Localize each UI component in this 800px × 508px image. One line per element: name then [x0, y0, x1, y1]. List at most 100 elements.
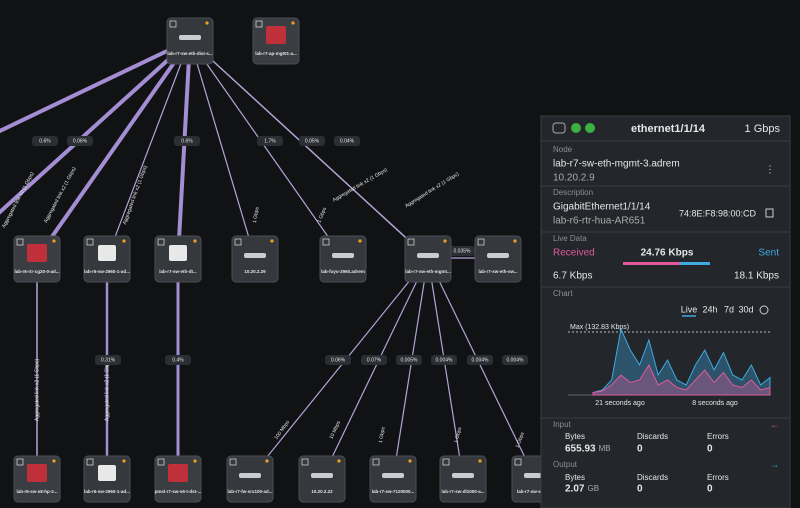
interface-name: ethernet1/1/14 [631, 123, 706, 135]
range-tab[interactable]: Live [681, 304, 698, 314]
range-tab[interactable]: 7d [724, 304, 734, 314]
link-util[interactable]: 0.6% [39, 138, 51, 144]
section-label: Input [553, 420, 572, 429]
status-dot [358, 239, 362, 243]
link-speed: Aggregated link x2 (1 Gbps) [34, 359, 40, 422]
device-icon [452, 473, 474, 478]
link-util[interactable]: 0.6% [181, 138, 193, 144]
stat-label: Bytes [565, 473, 585, 482]
sent-label: Sent [758, 248, 779, 259]
node-corner-icon [16, 238, 24, 246]
node-corner-icon [157, 238, 165, 246]
node-tile[interactable] [404, 235, 452, 283]
range-tab[interactable]: 24h [702, 304, 717, 314]
node-label: 10.20.2.29 [244, 269, 266, 274]
node-label: lab-r6-sw-s8-hp-2... [16, 489, 57, 494]
link-speed: 1 Gbps [378, 426, 387, 443]
range-tabs: Live 24h 7d 30d [681, 304, 754, 317]
status-ok [585, 123, 595, 133]
device-icon [487, 253, 509, 258]
link-util[interactable]: 0.4% [172, 357, 184, 363]
node-corner-icon [322, 238, 330, 246]
copy-button[interactable] [765, 208, 774, 218]
link [106, 39, 191, 259]
node-label: 10.20.2.22 [311, 489, 333, 494]
live-chart: Max (132.83 Kbps) 21 seconds ago 8 seconds… [568, 324, 771, 407]
device-icon [244, 253, 266, 258]
link-util-bg [502, 355, 528, 365]
node-tile[interactable] [231, 235, 279, 283]
section-label: Description [553, 188, 593, 197]
link-util[interactable]: 0.06% [73, 138, 88, 144]
status-dot [270, 239, 274, 243]
link-util[interactable]: 0.05% [305, 138, 320, 144]
node-label: lab-fuyo-2960.adrem [321, 269, 365, 274]
device-icon [417, 253, 439, 258]
node-tile[interactable] [166, 17, 214, 65]
link-util[interactable]: 0.004% [436, 357, 454, 363]
node-tile[interactable] [439, 455, 487, 503]
bytes-value: 2.07 [565, 484, 585, 495]
max-label: Max (132.83 Kbps) [570, 324, 629, 331]
status-dot [408, 459, 412, 463]
node-tile[interactable] [226, 455, 274, 503]
link-util[interactable]: 1.7% [264, 138, 276, 144]
node-corner-icon [86, 238, 94, 246]
stat-label: Errors [707, 432, 729, 441]
status-dot [52, 239, 56, 243]
node-corner-icon [477, 238, 485, 246]
stat-label: Discards [637, 432, 668, 441]
series-area [592, 363, 771, 396]
link-util-bg [334, 136, 360, 146]
node-label: lab-r7-sw-dl1000-a... [441, 489, 484, 494]
range-tab[interactable]: 30d [738, 304, 753, 314]
node-tile[interactable] [369, 455, 417, 503]
link-speed: 1 Gbps [252, 206, 261, 223]
node-corner-icon [255, 20, 263, 28]
link-util-bg [396, 355, 422, 365]
x-tick-label: 21 seconds ago [595, 400, 645, 407]
link-util[interactable]: 0.31% [101, 357, 116, 363]
node-tile[interactable] [319, 235, 367, 283]
bytes-unit: MB [599, 444, 611, 453]
link-util[interactable]: 0.035% [454, 248, 472, 254]
link-util[interactable]: 0.004% [472, 357, 490, 363]
node-label: lab-r7-ap-mgt01-a... [255, 51, 297, 56]
panel-bg [540, 115, 791, 508]
discards-value: 0 [637, 484, 643, 495]
device-icon [98, 245, 116, 261]
link [0, 38, 191, 134]
node-ip: 10.20.2.9 [553, 173, 595, 184]
link-speed: 1 Gbps [317, 206, 329, 224]
link-speed: Aggregated link x2 (1 Gbps) [104, 359, 110, 422]
link-util[interactable]: 0.005% [401, 357, 419, 363]
link-util-bg [95, 355, 121, 365]
node-corner-icon [86, 458, 94, 466]
status-dot [193, 459, 197, 463]
section-label: Node [553, 145, 573, 154]
node-label: lab-r7-sw-eth-mgmt... [405, 269, 451, 274]
node-corner-icon [407, 238, 415, 246]
history-button[interactable] [759, 305, 769, 315]
bytes-value: 655.93 [565, 444, 596, 455]
link-util[interactable]: 0.07% [367, 357, 382, 363]
node-tile[interactable] [298, 455, 346, 503]
link [176, 39, 192, 259]
link-util[interactable]: 0.06% [331, 357, 346, 363]
node-corner-icon [169, 20, 177, 28]
status-dot [265, 459, 269, 463]
device-icon [382, 473, 404, 478]
sent-rate: 18.1 Kbps [734, 271, 779, 282]
peer: lab-r6-rtr-hua-AR651 [553, 216, 646, 227]
link-util[interactable]: 0.004% [507, 357, 525, 363]
output-arrow: → [770, 459, 779, 469]
errors-value: 0 [707, 484, 713, 495]
link-util[interactable]: 0.04% [340, 138, 355, 144]
x-tick-label: 8 seconds ago [692, 400, 738, 407]
node-name[interactable]: lab-r7-sw-eth-mgmt-3.adrem [553, 159, 680, 170]
menu-button[interactable]: ⋮ [765, 165, 775, 176]
link-util-bg [257, 136, 283, 146]
link [35, 38, 192, 260]
node-tile[interactable] [474, 235, 522, 283]
